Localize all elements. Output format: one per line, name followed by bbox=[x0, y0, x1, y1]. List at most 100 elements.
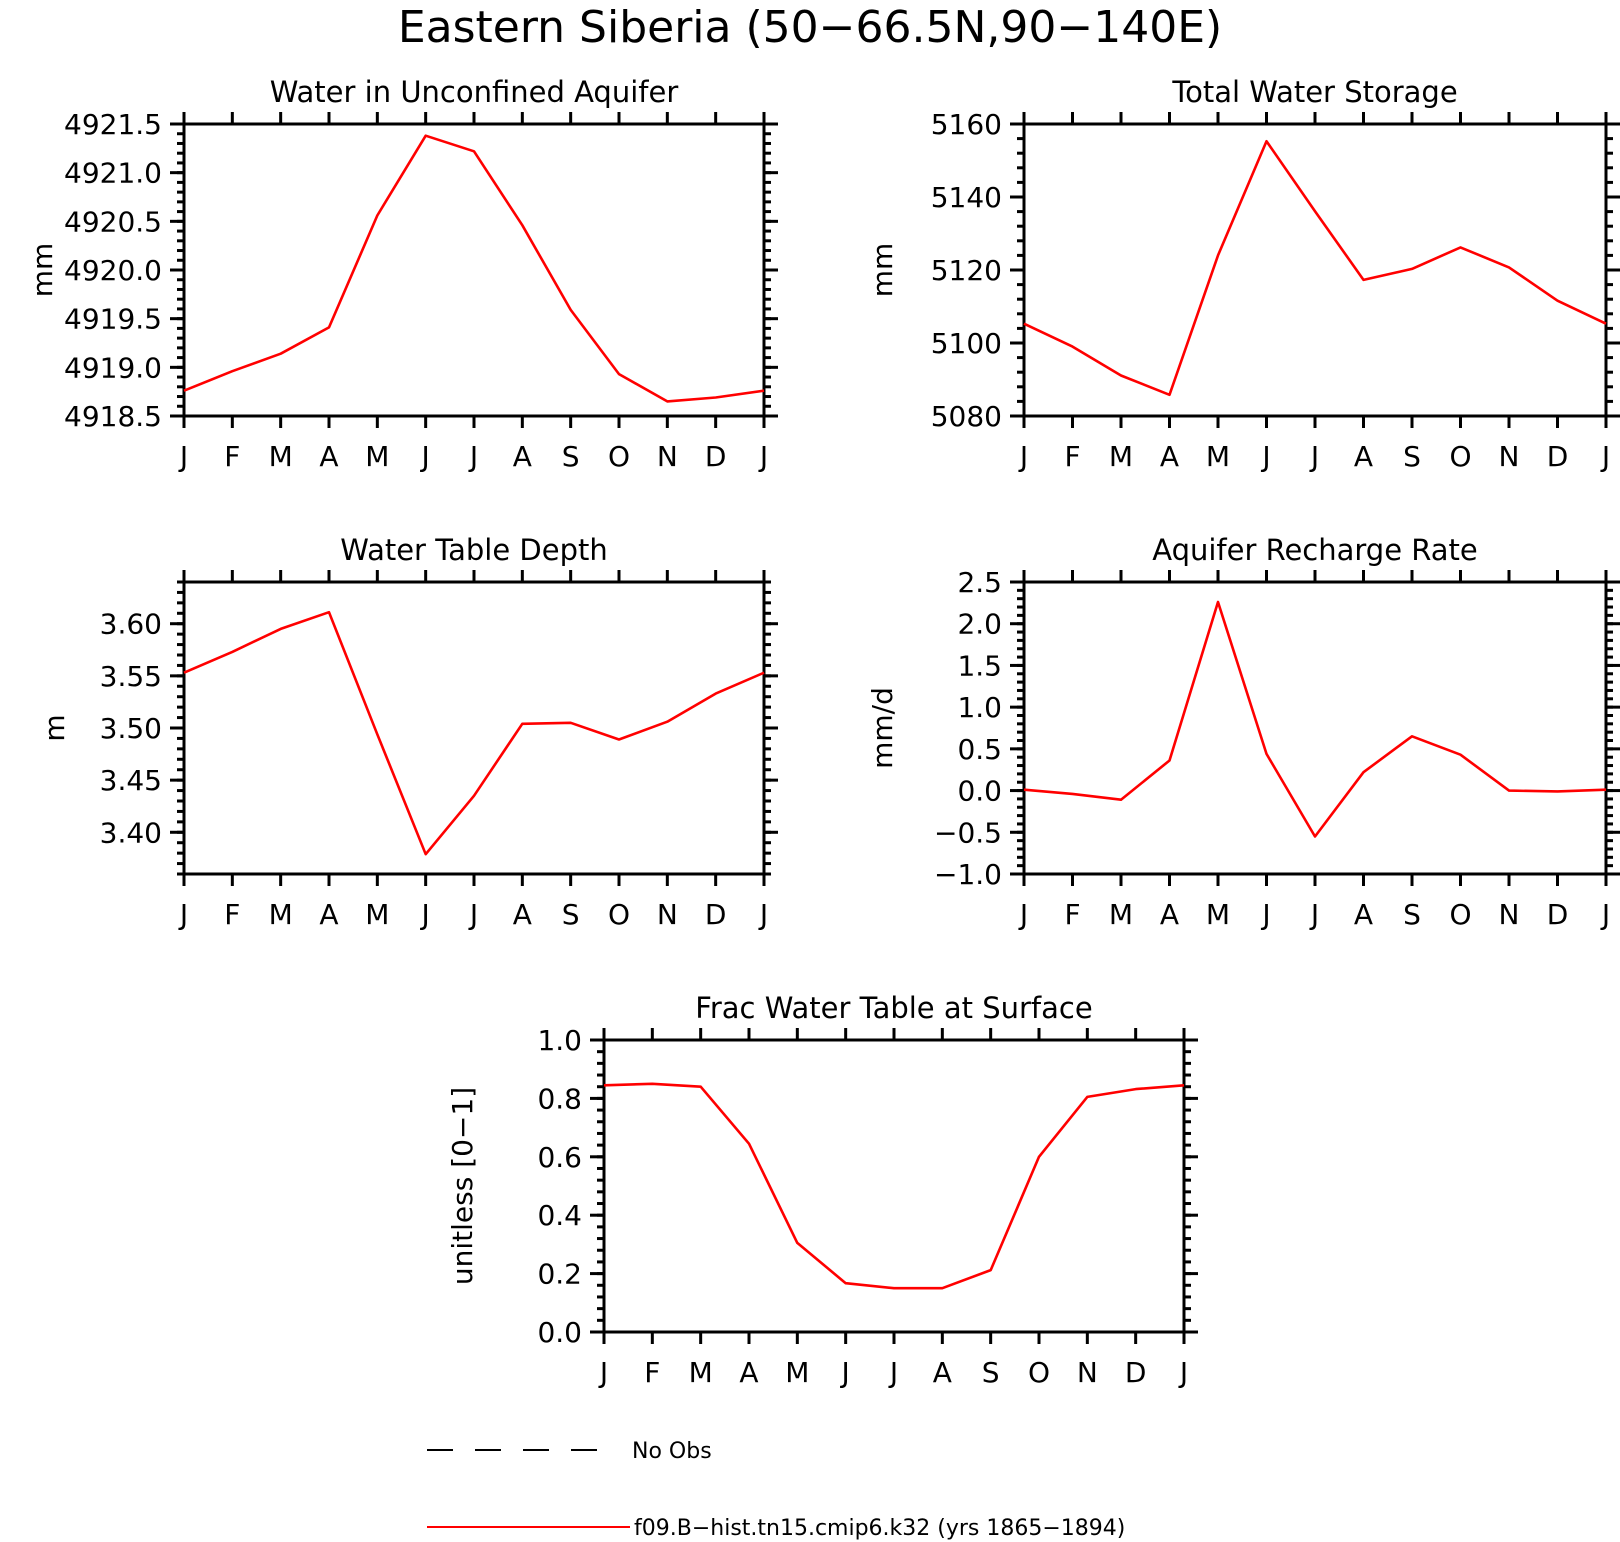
legend: No Obs f09.B−hist.tn15.cmip6.k32 (yrs 18… bbox=[427, 1439, 1125, 1541]
series-line-water-in-aquifer bbox=[183, 134, 765, 403]
y-tick-label: 1.0 bbox=[537, 1024, 582, 1057]
x-tick-label-nov: N bbox=[1077, 1356, 1098, 1389]
x-tick-label-may: M bbox=[1206, 440, 1230, 473]
x-tick-label-nov: N bbox=[1499, 898, 1520, 931]
x-tick-label-aug: A bbox=[1354, 440, 1373, 473]
y-tick-label: 0.6 bbox=[537, 1141, 582, 1174]
x-tick-label-feb: F bbox=[224, 898, 240, 931]
y-tick-label: 3.55 bbox=[100, 660, 162, 693]
y-tick-label: −0.5 bbox=[934, 816, 1002, 849]
x-tick-label-jul: J bbox=[468, 898, 478, 931]
x-tick-label-sep: S bbox=[1403, 898, 1421, 931]
y-tick-label: 5100 bbox=[931, 327, 1002, 360]
y-axis-label-water-in-aquifer: mm bbox=[26, 243, 59, 298]
panel-title-water-table-depth: Water Table Depth bbox=[340, 533, 608, 567]
x-tick-label-apr: A bbox=[1160, 440, 1179, 473]
x-tick-label-may: M bbox=[365, 440, 389, 473]
y-tick-label: 0.0 bbox=[537, 1316, 582, 1349]
x-tick-label-mar: M bbox=[269, 440, 293, 473]
series-line-total-water-storage bbox=[1023, 139, 1607, 397]
y-tick-label: 4919.5 bbox=[64, 303, 162, 336]
x-tick-label-jan2: J bbox=[758, 440, 768, 473]
x-tick-label-oct: O bbox=[1028, 1356, 1050, 1389]
x-tick-label-jan2: J bbox=[1178, 1356, 1188, 1389]
x-tick-label-apr: A bbox=[1160, 898, 1179, 931]
x-tick-label-feb: F bbox=[644, 1356, 660, 1389]
y-tick-label: 4920.0 bbox=[64, 254, 162, 287]
panel-title-total-water-storage: Total Water Storage bbox=[1171, 75, 1457, 109]
x-tick-label-mar: M bbox=[1109, 440, 1133, 473]
x-tick-label-nov: N bbox=[657, 440, 678, 473]
x-tick-label-feb: F bbox=[1064, 440, 1080, 473]
x-tick-label-jul: J bbox=[1309, 898, 1319, 931]
x-tick-label-nov: N bbox=[657, 898, 678, 931]
y-tick-label: 1.5 bbox=[957, 649, 1002, 682]
y-tick-label: 0.2 bbox=[537, 1258, 582, 1291]
x-tick-label-jan2: J bbox=[1600, 898, 1610, 931]
panel-title-frac-water-table: Frac Water Table at Surface bbox=[695, 991, 1092, 1025]
x-tick-label-jan: J bbox=[598, 1356, 608, 1389]
y-tick-label: 3.60 bbox=[100, 608, 162, 641]
x-tick-label-jan: J bbox=[1018, 440, 1028, 473]
x-tick-label-aug: A bbox=[513, 898, 532, 931]
x-tick-label-jan: J bbox=[1018, 898, 1028, 931]
x-tick-label-oct: O bbox=[608, 898, 630, 931]
x-tick-label-dec: D bbox=[705, 898, 727, 931]
x-tick-label-jun: J bbox=[420, 440, 430, 473]
y-tick-label: 5120 bbox=[931, 254, 1002, 287]
plot-frame bbox=[1022, 580, 1608, 876]
series-line-water-table-depth bbox=[183, 610, 765, 856]
y-tick-label: 4921.5 bbox=[64, 108, 162, 141]
y-tick-label: 3.40 bbox=[100, 816, 162, 849]
figure-title: Eastern Siberia (50−66.5N,90−140E) bbox=[398, 2, 1222, 53]
y-axis-label-total-water-storage: mm bbox=[866, 243, 899, 298]
x-tick-label-jun: J bbox=[840, 1356, 850, 1389]
x-tick-label-sep: S bbox=[982, 1356, 1000, 1389]
y-tick-label: 3.50 bbox=[100, 712, 162, 745]
y-axis-label-water-table-depth: m bbox=[38, 714, 71, 741]
x-tick-label-feb: F bbox=[224, 440, 240, 473]
y-tick-label: 2.5 bbox=[957, 566, 1002, 599]
x-tick-label-jan2: J bbox=[1600, 440, 1610, 473]
x-tick-label-apr: A bbox=[739, 1356, 758, 1389]
x-tick-label-aug: A bbox=[513, 440, 532, 473]
y-tick-label: −1.0 bbox=[934, 858, 1002, 891]
x-tick-label-may: M bbox=[785, 1356, 809, 1389]
x-tick-label-jul: J bbox=[468, 440, 478, 473]
x-tick-label-dec: D bbox=[1547, 440, 1569, 473]
x-tick-label-dec: D bbox=[705, 440, 727, 473]
y-tick-label: 5080 bbox=[931, 400, 1002, 433]
x-tick-label-jan: J bbox=[178, 898, 188, 931]
x-tick-label-dec: D bbox=[1125, 1356, 1147, 1389]
panel-title-aquifer-recharge-rate: Aquifer Recharge Rate bbox=[1152, 533, 1478, 567]
x-tick-label-jul: J bbox=[888, 1356, 898, 1389]
legend-label-no-obs: No Obs bbox=[632, 1439, 712, 1464]
y-tick-label: 5140 bbox=[931, 181, 1002, 214]
x-tick-label-jan: J bbox=[178, 440, 188, 473]
y-tick-label: 4919.0 bbox=[64, 351, 162, 384]
y-tick-label: 1.0 bbox=[957, 691, 1002, 724]
plot-frame bbox=[182, 122, 766, 418]
y-tick-label: 0.5 bbox=[957, 733, 1002, 766]
x-tick-label-apr: A bbox=[319, 898, 338, 931]
y-tick-label: 0.4 bbox=[537, 1199, 582, 1232]
x-tick-label-sep: S bbox=[562, 440, 580, 473]
x-tick-label-feb: F bbox=[1064, 898, 1080, 931]
y-tick-label: 3.45 bbox=[100, 764, 162, 797]
x-tick-label-dec: D bbox=[1547, 898, 1569, 931]
plot-frame bbox=[182, 580, 766, 876]
series-line-frac-water-table bbox=[603, 1082, 1185, 1290]
x-tick-label-jun: J bbox=[1260, 440, 1270, 473]
x-tick-label-jul: J bbox=[1309, 440, 1319, 473]
series-line-aquifer-recharge-rate bbox=[1023, 600, 1607, 838]
y-tick-label: 4921.0 bbox=[64, 157, 162, 190]
x-tick-label-jun: J bbox=[420, 898, 430, 931]
y-tick-label: 0.0 bbox=[957, 775, 1002, 808]
y-tick-label: 5160 bbox=[931, 108, 1002, 141]
